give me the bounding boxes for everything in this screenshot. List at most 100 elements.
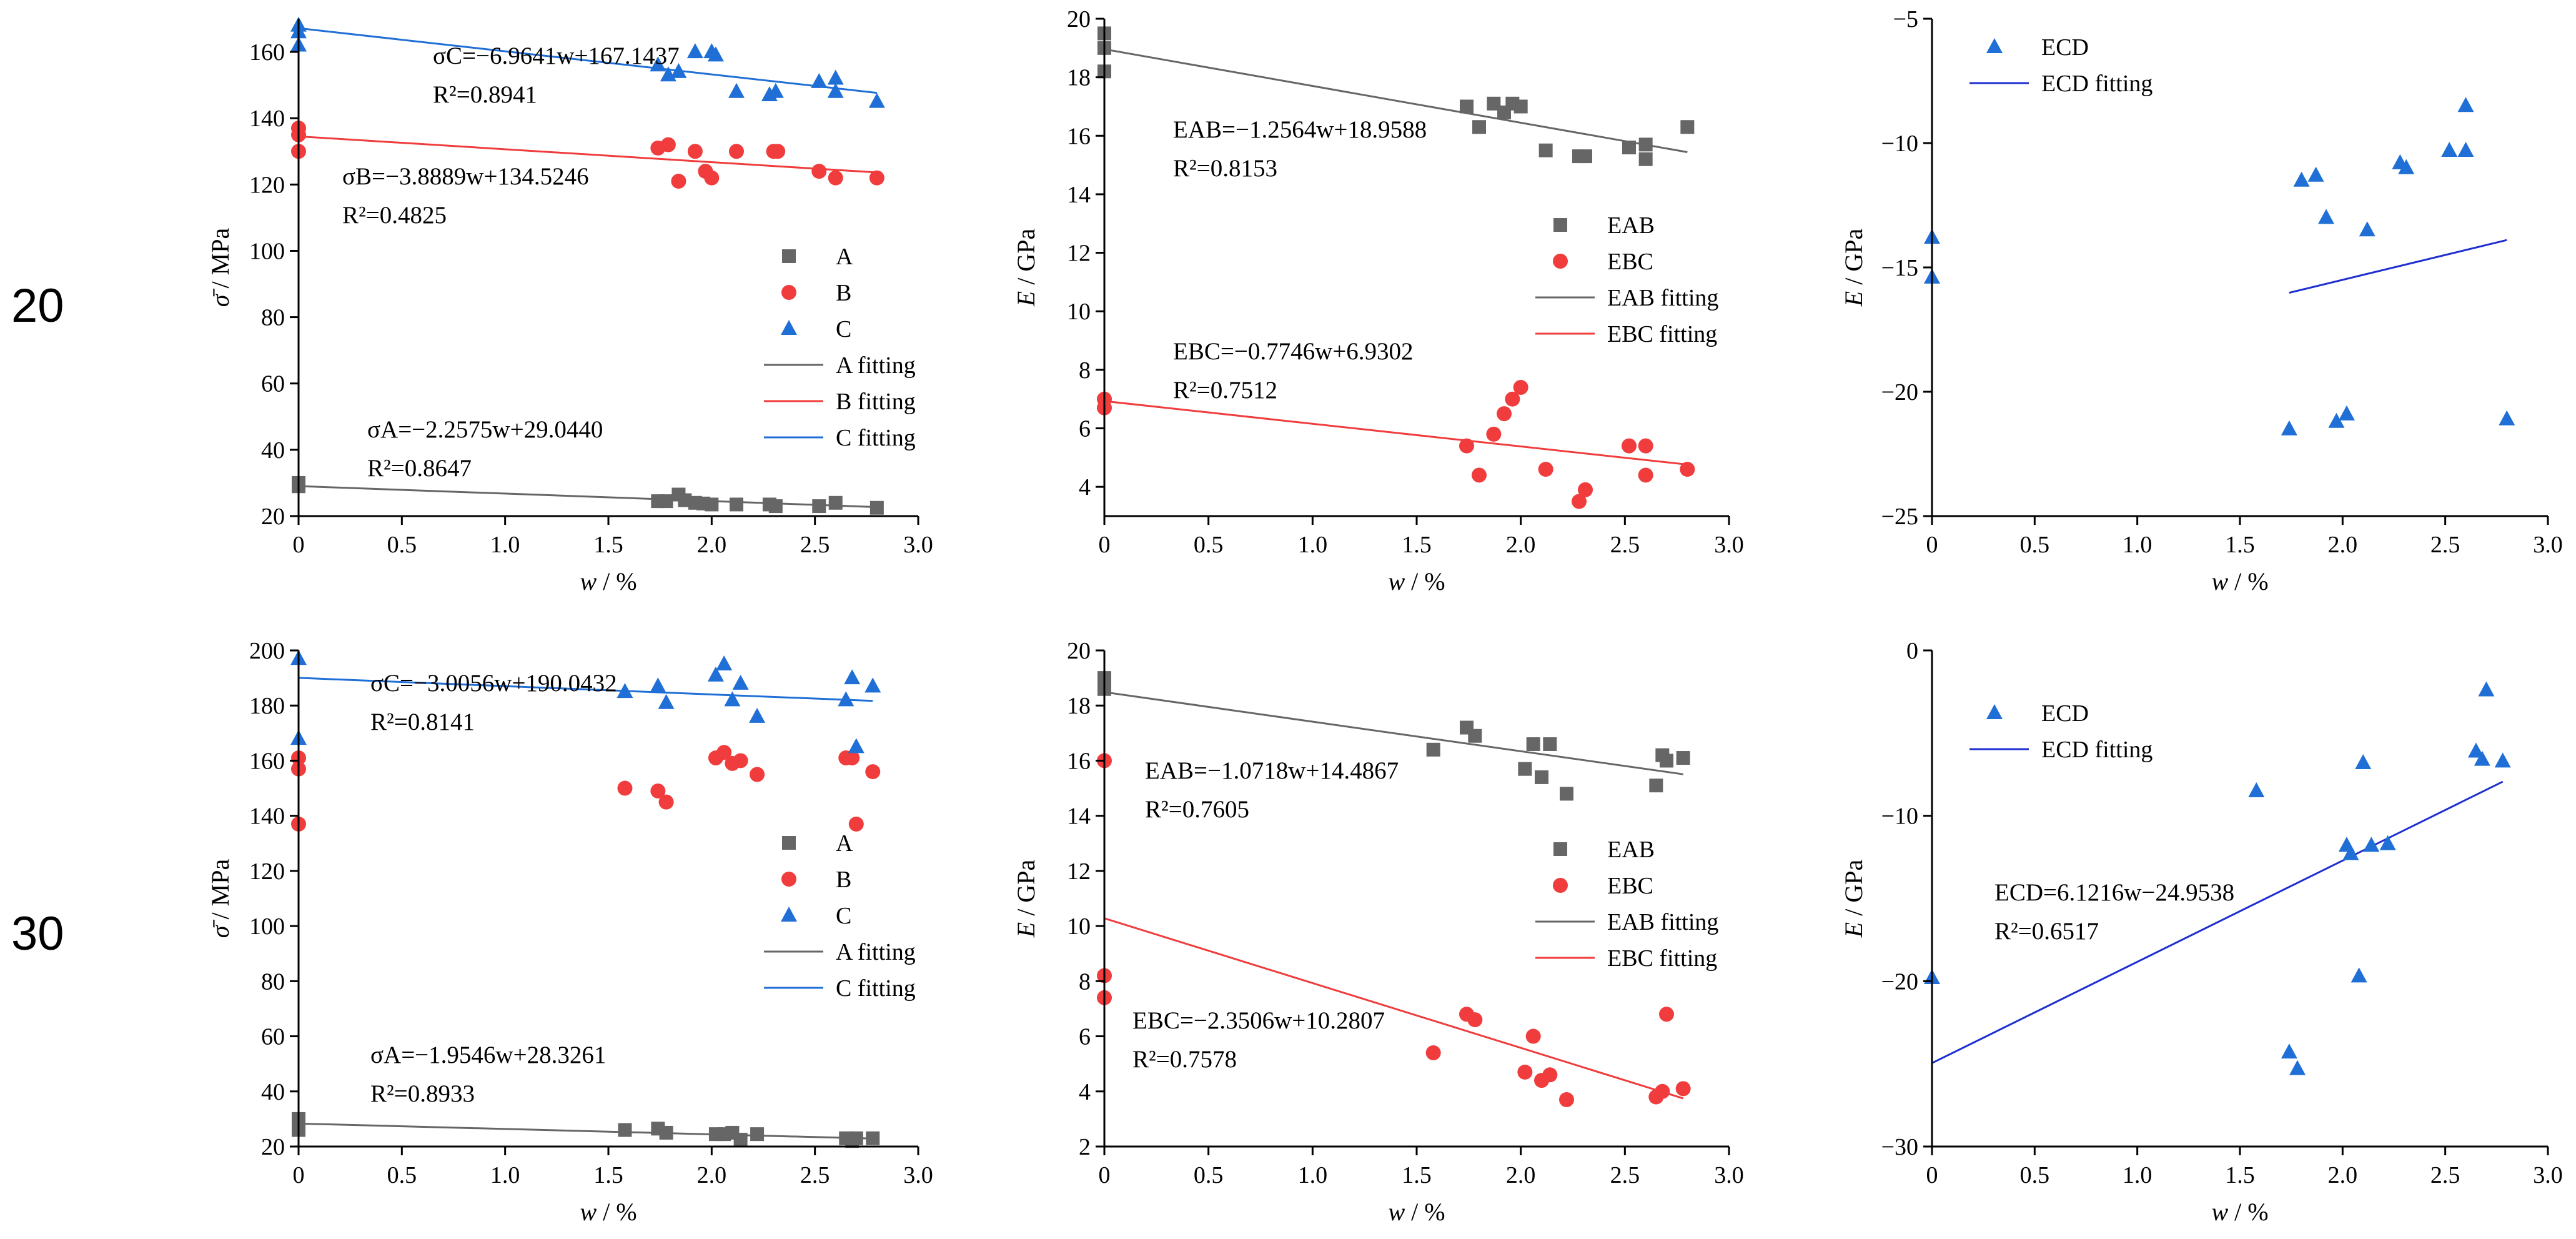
x-axis-label-var: w <box>1388 1198 1405 1226</box>
point-a-9 <box>750 1127 765 1142</box>
y-axis-label-unit: / GPa <box>1840 229 1868 291</box>
point-ebc-7 <box>1513 379 1528 395</box>
annotation-text: R²=0.7578 <box>1132 1046 1237 1073</box>
point-ecd-6 <box>2351 967 2367 983</box>
row-label-20: 20 <box>11 279 64 332</box>
point-c-2 <box>617 683 633 699</box>
point-c-11 <box>767 82 784 98</box>
point-eab-13 <box>1676 751 1690 765</box>
series-b <box>291 745 881 832</box>
y-tick-label: 12 <box>1067 241 1091 267</box>
y-tick-label: 8 <box>1079 968 1091 995</box>
point-ebc-9 <box>1572 494 1587 509</box>
point-b-13 <box>828 170 843 186</box>
annotation-text: σC=−6.9641w+167.1437 <box>433 42 680 69</box>
chart-r2c2: 0 0.5 1.0 1.5 2.0 2.5 3.0 2 4 6 8 10 12 14 16 18 20 w / %… <box>1012 638 1744 1226</box>
legend-label: EBC <box>1607 249 1653 275</box>
y-tick-label: 140 <box>249 804 285 830</box>
annotation-text: EBC=−2.3506w+10.2807 <box>1132 1007 1385 1034</box>
fit-line-c-fitting <box>299 27 878 94</box>
legend-marker <box>1986 704 2003 719</box>
point-ecd-6 <box>2328 412 2345 428</box>
y-tick-label: 200 <box>249 638 285 664</box>
series-eab <box>1097 26 1695 166</box>
y-tick-label: 4 <box>1079 1079 1091 1105</box>
point-ebc-12 <box>1655 1083 1670 1099</box>
x-tick-label: 2.0 <box>1506 532 1536 558</box>
annotation-text: R²=0.7605 <box>1145 796 1249 823</box>
point-b-7 <box>716 745 732 760</box>
point-eab-13 <box>1638 137 1653 152</box>
y-tick-label: 10 <box>1067 299 1091 325</box>
legend-label: B <box>836 867 851 893</box>
point-ecd-14 <box>2499 410 2515 425</box>
legend-label: B fitting <box>836 389 916 415</box>
legend-marker <box>781 285 796 300</box>
y-axis-label-var: E <box>1012 291 1040 307</box>
point-ebc-3 <box>1425 1045 1441 1061</box>
point-eab-5 <box>1487 96 1501 111</box>
annotation-text: R²=0.8941 <box>433 81 537 108</box>
annotation-text: σC=−3.0056w+190.0432 <box>370 670 617 697</box>
point-eab-12 <box>1622 141 1636 155</box>
y-tick-label: −20 <box>1881 379 1918 406</box>
legend-label: A <box>836 830 853 857</box>
y-tick-label: −30 <box>1881 1134 1918 1160</box>
point-a-3 <box>659 494 673 509</box>
point-ebc-7 <box>1525 1028 1541 1044</box>
y-axis-label: E / GPa <box>1012 860 1040 938</box>
x-axis-label-unit: / % <box>1405 1198 1445 1226</box>
point-c-13 <box>827 69 844 85</box>
point-a-13 <box>828 495 843 510</box>
legend-label: EAB fitting <box>1607 285 1718 311</box>
point-b-4 <box>650 783 666 799</box>
annotation-text: EBC=−0.7746w+6.9302 <box>1173 338 1414 365</box>
point-b-3 <box>617 780 633 796</box>
y-axis-label-unit: / GPa <box>1012 229 1040 291</box>
point-ecd-8 <box>2363 837 2380 852</box>
x-axis-label-unit: / % <box>597 567 637 595</box>
point-b-5 <box>671 174 686 189</box>
series-c <box>290 16 885 108</box>
x-tick-label: 1.5 <box>1402 532 1432 558</box>
point-ecd-3 <box>2293 171 2310 187</box>
legend-marker <box>1553 842 1567 856</box>
x-tick-label: 1.5 <box>2225 532 2255 558</box>
y-tick-label: 20 <box>1067 638 1091 664</box>
x-tick-label: 2.0 <box>1506 1162 1536 1188</box>
y-tick-label: 2 <box>1079 1134 1091 1160</box>
point-ecd-11 <box>2441 141 2458 157</box>
point-eab-12 <box>1660 754 1673 768</box>
point-ebc-2 <box>1459 438 1474 454</box>
row-label-30: 30 <box>11 907 64 960</box>
series-c <box>290 650 881 754</box>
x-tick-label: 0 <box>1099 532 1111 558</box>
y-tick-label: 60 <box>261 1024 285 1050</box>
point-eab-15 <box>1680 120 1695 134</box>
y-axis-label: σ̄ / MPa <box>206 859 234 938</box>
point-c-12 <box>848 738 864 754</box>
x-axis-label: w / % <box>580 1198 637 1226</box>
point-ecd-11 <box>2474 750 2490 766</box>
legend-marker <box>781 872 796 887</box>
point-c-10 <box>838 691 855 707</box>
y-tick-label: 8 <box>1079 357 1091 384</box>
point-eab-5 <box>1518 762 1532 776</box>
point-a-5 <box>678 493 692 507</box>
point-ecd-13 <box>2457 141 2474 157</box>
point-ebc-12 <box>1638 438 1653 454</box>
chart-r2c1: 0 0.5 1.0 1.5 2.0 2.5 3.0 20 40 60 80 100 120 140 160 1… <box>206 638 933 1226</box>
point-ebc-5 <box>1467 1012 1483 1028</box>
legend-label: ECD <box>2041 34 2089 61</box>
annotation-text: EAB=−1.2564w+18.9588 <box>1173 116 1427 143</box>
x-tick-label: 2.0 <box>2328 532 2358 558</box>
y-axis-label-unit: / GPa <box>1840 860 1868 922</box>
point-c-14 <box>827 82 844 98</box>
point-ebc-13 <box>1659 1007 1674 1022</box>
legend-label: A <box>836 244 853 270</box>
point-eab-6 <box>1526 737 1540 751</box>
point-eab-4 <box>1472 120 1486 134</box>
series-eab <box>1097 671 1690 801</box>
x-tick-label: 3.0 <box>1714 1162 1744 1188</box>
y-tick-label: 140 <box>249 106 285 132</box>
